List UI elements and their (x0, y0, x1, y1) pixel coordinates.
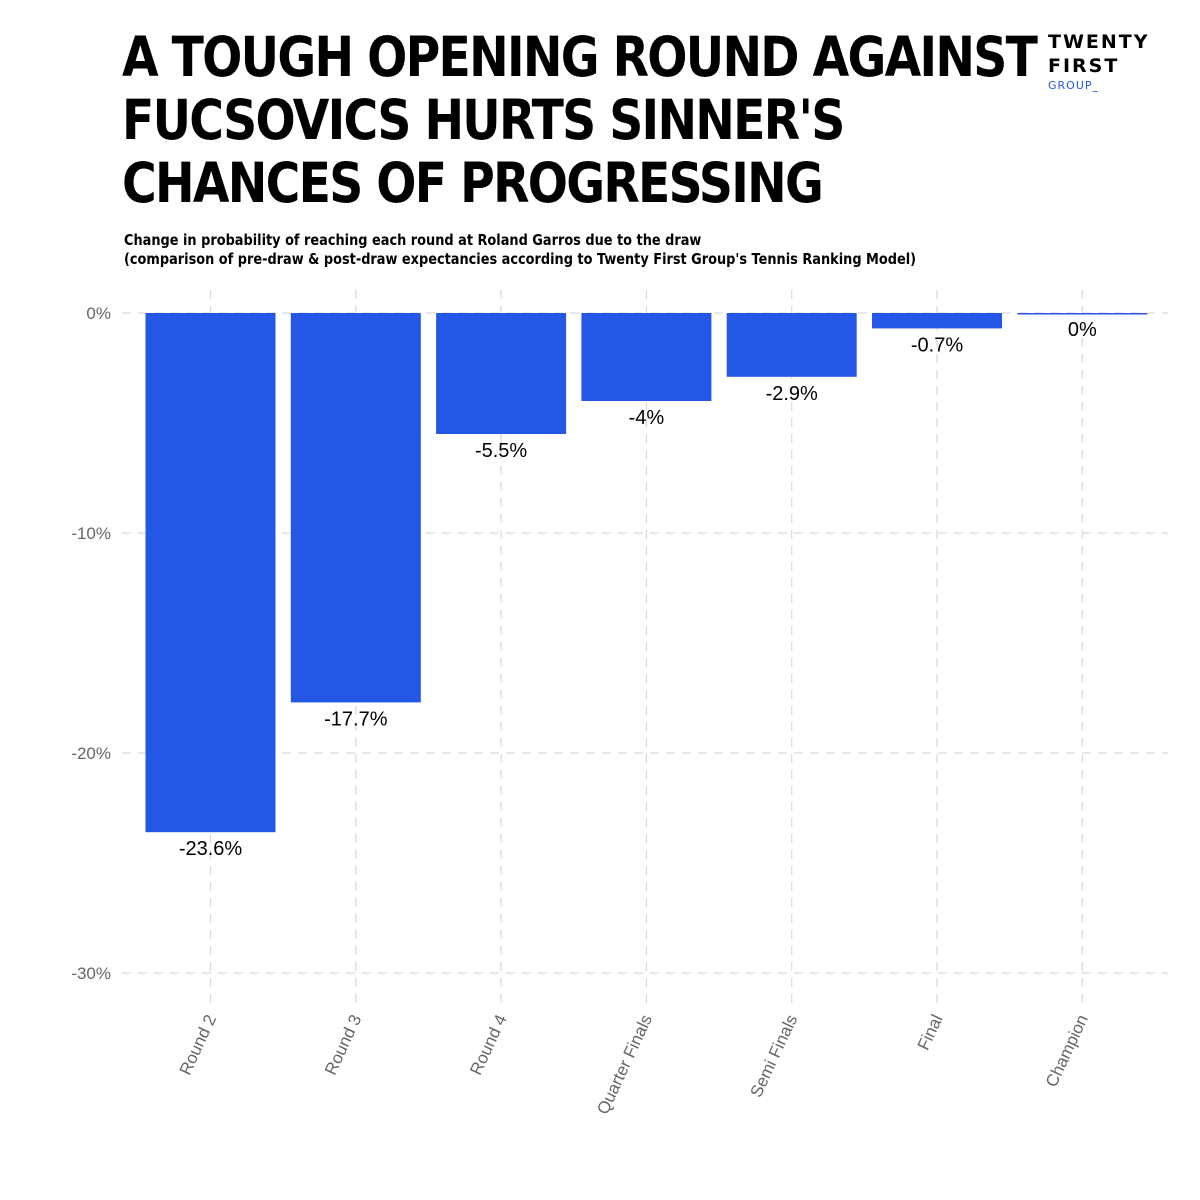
data-label: 0% (1068, 319, 1097, 341)
subtitle-line-2: (comparison of pre-draw & post-draw expe… (124, 250, 917, 268)
bar (145, 313, 276, 833)
x-tick-label: Final (914, 1012, 947, 1053)
data-label: -5.5% (475, 440, 527, 462)
data-label: -2.9% (766, 383, 818, 405)
data-label: -17.7% (324, 708, 388, 730)
x-tick-label: Round 3 (321, 1012, 365, 1078)
x-tick-label: Quarter Finals (593, 1012, 656, 1118)
subtitle-line-1: Change in probability of reaching each r… (124, 231, 702, 249)
y-tick-label: -20% (71, 744, 111, 763)
data-label: -23.6% (179, 838, 243, 860)
bar (436, 313, 567, 434)
x-tick-label: Champion (1042, 1012, 1092, 1090)
bar (581, 313, 712, 401)
data-label: -4% (629, 407, 665, 429)
twenty-first-group-logo: TWENTY FIRST GROUP_ (1048, 30, 1150, 93)
bar (290, 313, 421, 703)
bar (726, 313, 857, 377)
y-tick-label: 0% (86, 304, 111, 323)
logo-line-3: GROUP_ (1048, 79, 1100, 92)
logo-line-1: TWENTY (1048, 31, 1150, 53)
x-tick-label: Round 4 (466, 1012, 510, 1078)
bar (872, 313, 1002, 329)
title-line-3: CHANCES OF PROGRESSING (122, 151, 824, 215)
y-tick-label: -30% (71, 964, 111, 983)
bar (1017, 313, 1148, 315)
bar-layer (145, 313, 1148, 833)
data-label: -0.7% (911, 334, 963, 356)
y-tick-label: -10% (71, 524, 111, 543)
title-line-2: FUCSOVICS HURTS SINNER'S (122, 88, 845, 152)
chart-subtitle: Change in probability of reaching each r… (124, 231, 916, 269)
x-tick-label: Round 2 (176, 1012, 220, 1078)
x-tick-label: Semi Finals (747, 1012, 802, 1101)
logo-line-2: FIRST (1048, 55, 1120, 77)
